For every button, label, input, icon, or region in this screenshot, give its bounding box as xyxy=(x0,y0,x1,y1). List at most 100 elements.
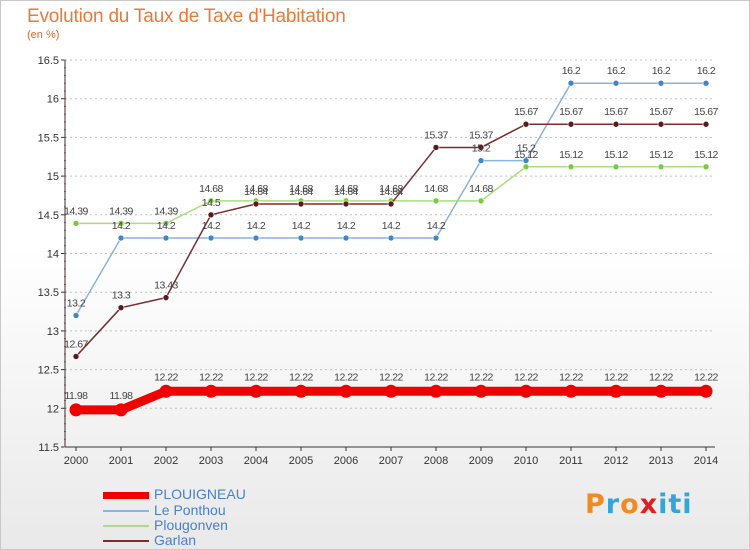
data-label: 12.22 xyxy=(379,371,403,383)
data-label: 14.64 xyxy=(379,186,403,198)
x-tick-label: 2006 xyxy=(334,455,358,467)
data-point xyxy=(702,79,710,87)
data-point xyxy=(342,200,350,208)
x-tick-label: 2013 xyxy=(649,455,673,467)
data-point xyxy=(207,211,215,219)
data-label: 14.64 xyxy=(334,186,358,198)
data-label: 15.37 xyxy=(469,129,493,141)
data-point xyxy=(477,157,485,164)
data-label: 15.12 xyxy=(694,149,718,161)
data-label: 16.2 xyxy=(562,65,581,77)
data-label: 14.2 xyxy=(382,220,401,232)
data-point xyxy=(387,234,395,242)
data-point xyxy=(432,234,440,242)
data-point xyxy=(567,79,575,87)
data-label: 15.12 xyxy=(649,149,673,161)
data-point xyxy=(204,384,218,398)
data-label: 12.22 xyxy=(289,371,313,383)
x-tick-label: 2010 xyxy=(514,455,538,467)
data-label: 12.22 xyxy=(154,371,178,383)
x-tick-label: 2005 xyxy=(289,455,313,467)
data-point xyxy=(117,304,125,311)
data-point xyxy=(429,384,443,398)
data-point xyxy=(159,384,173,398)
data-point xyxy=(207,197,215,205)
y-tick-label: 11.5 xyxy=(38,442,59,454)
legend-swatch-le-ponthou xyxy=(103,510,149,512)
data-label: 15.67 xyxy=(514,106,538,118)
data-label: 15.12 xyxy=(559,149,583,161)
data-point xyxy=(657,79,665,87)
data-point xyxy=(339,384,353,398)
data-point xyxy=(432,197,440,205)
data-point xyxy=(612,120,620,128)
y-tick-label: 14 xyxy=(47,249,59,261)
data-label: 14.68 xyxy=(424,183,448,195)
data-label: 12.22 xyxy=(694,371,718,383)
data-label: 15.2 xyxy=(472,143,491,155)
data-point xyxy=(612,163,620,171)
data-point xyxy=(72,312,80,319)
data-label: 15.2 xyxy=(517,143,536,155)
data-label: 15.12 xyxy=(604,149,628,161)
legend-swatch-garlan xyxy=(103,540,149,542)
y-tick-label: 16.5 xyxy=(38,55,59,67)
data-label: 14.2 xyxy=(292,220,311,232)
x-tick-label: 2011 xyxy=(559,455,583,467)
legend-item-le-ponthou: Le Ponthou xyxy=(103,502,333,520)
logo-letter: x xyxy=(639,489,659,520)
data-point xyxy=(342,234,350,242)
data-point xyxy=(432,144,440,151)
data-point xyxy=(699,384,713,398)
legend-label-plouigneau: PLOUIGNEAU xyxy=(154,486,246,502)
y-tick-label: 13.5 xyxy=(38,287,59,299)
data-point xyxy=(162,234,170,242)
data-point xyxy=(252,200,260,208)
data-label: 12.22 xyxy=(604,371,628,383)
logo-letter: i xyxy=(658,489,669,520)
x-tick-label: 2000 xyxy=(64,455,88,467)
data-label: 12.22 xyxy=(244,371,268,383)
data-label: 12.67 xyxy=(64,338,88,350)
y-tick-label: 12.5 xyxy=(38,365,59,377)
y-tick-label: 13 xyxy=(47,326,59,338)
data-label: 14.5 xyxy=(202,197,221,209)
data-point xyxy=(609,384,623,398)
data-point xyxy=(474,384,488,398)
y-tick-label: 14.5 xyxy=(38,210,59,222)
data-point xyxy=(657,163,665,171)
data-point xyxy=(612,79,620,87)
x-tick-label: 2009 xyxy=(469,455,493,467)
data-point xyxy=(114,403,128,417)
y-tick-label: 15.5 xyxy=(38,132,59,144)
data-label: 14.39 xyxy=(109,205,133,217)
data-point xyxy=(117,234,125,242)
data-label: 14.2 xyxy=(157,220,176,232)
y-tick-label: 15 xyxy=(47,171,59,183)
data-point xyxy=(657,120,665,128)
data-point xyxy=(567,163,575,171)
x-tick-label: 2012 xyxy=(604,455,628,467)
x-tick-label: 2014 xyxy=(694,455,718,467)
legend-item-plouigneau: PLOUIGNEAU xyxy=(103,486,333,504)
chart-title: Evolution du Taux de Taxe d'Habitation xyxy=(27,6,346,27)
proxiti-logo: Proxiti xyxy=(585,489,693,520)
data-label: 12.22 xyxy=(514,371,538,383)
data-point xyxy=(702,163,710,171)
data-point xyxy=(69,403,83,417)
logo-letter: i xyxy=(682,489,693,520)
data-label: 16.2 xyxy=(607,65,626,77)
data-label: 13.3 xyxy=(112,290,131,302)
data-label: 14.2 xyxy=(427,220,446,232)
data-label: 14.68 xyxy=(469,183,493,195)
x-tick-label: 2001 xyxy=(109,455,133,467)
data-label: 11.98 xyxy=(65,390,89,402)
data-label: 14.64 xyxy=(289,186,313,198)
x-tick-label: 2007 xyxy=(379,455,403,467)
data-label: 15.67 xyxy=(694,106,718,118)
data-label: 14.68 xyxy=(289,183,313,195)
data-label: 15.67 xyxy=(604,106,628,118)
data-point xyxy=(654,384,668,398)
legend-label-plougonven: Plougonven xyxy=(154,517,228,533)
